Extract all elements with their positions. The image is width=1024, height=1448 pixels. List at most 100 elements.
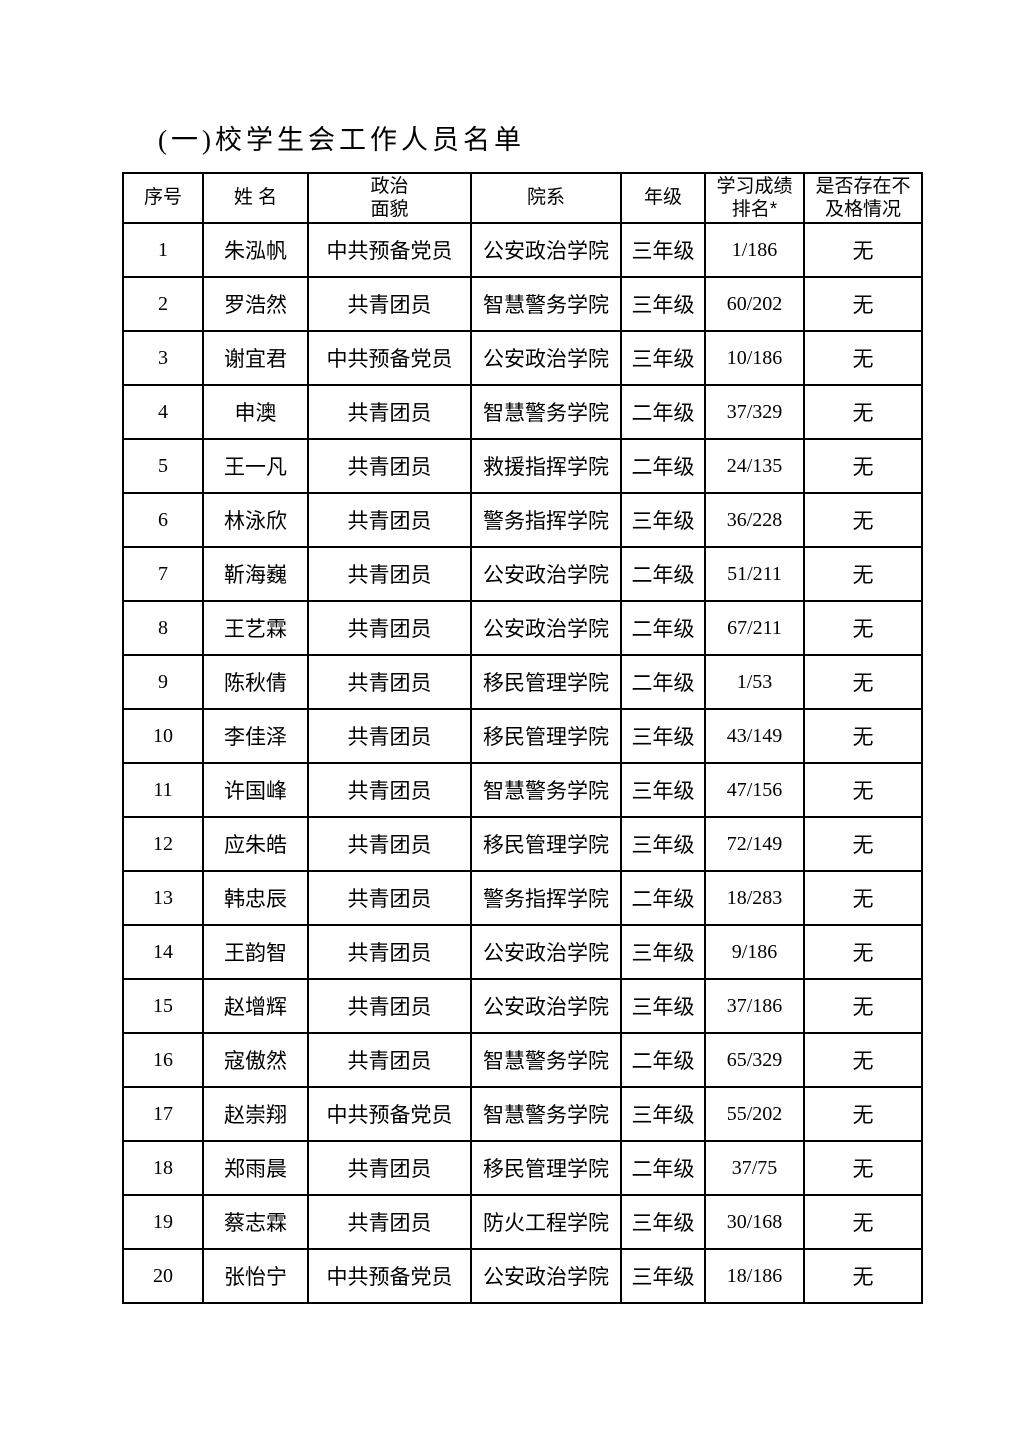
cell-index: 1 xyxy=(122,222,204,278)
cell-index: 3 xyxy=(122,330,204,386)
cell-failing: 无 xyxy=(803,816,923,872)
col-header-grade: 年级 xyxy=(620,172,706,224)
staff-table: 序号 姓 名 政治 面貌 院系 年级 学习成绩 排名* 是否存在不 及格情况 1… xyxy=(122,172,923,1304)
cell-political-status: 共青团员 xyxy=(307,600,472,656)
cell-failing: 无 xyxy=(803,870,923,926)
table-row: 2 罗浩然 共青团员 智慧警务学院 三年级 60/202 无 xyxy=(122,276,923,332)
cell-name: 赵崇翔 xyxy=(202,1086,309,1142)
table-row: 13 韩忠辰 共青团员 警务指挥学院 二年级 18/283 无 xyxy=(122,870,923,926)
cell-index: 2 xyxy=(122,276,204,332)
cell-grade: 三年级 xyxy=(620,978,706,1034)
cell-index: 4 xyxy=(122,384,204,440)
cell-grade: 三年级 xyxy=(620,276,706,332)
section-title: (一)校学生会工作人员名单 xyxy=(158,125,525,155)
cell-rank: 24/135 xyxy=(704,438,805,494)
cell-political-status: 共青团员 xyxy=(307,870,472,926)
table-row: 6 林泳欣 共青团员 警务指挥学院 三年级 36/228 无 xyxy=(122,492,923,548)
cell-index: 6 xyxy=(122,492,204,548)
cell-department: 公安政治学院 xyxy=(470,330,622,386)
table-row: 8 王艺霖 共青团员 公安政治学院 二年级 67/211 无 xyxy=(122,600,923,656)
cell-political-status: 共青团员 xyxy=(307,708,472,764)
cell-rank: 60/202 xyxy=(704,276,805,332)
cell-failing: 无 xyxy=(803,600,923,656)
cell-index: 12 xyxy=(122,816,204,872)
cell-name: 朱泓帆 xyxy=(202,222,309,278)
cell-department: 救援指挥学院 xyxy=(470,438,622,494)
cell-grade: 三年级 xyxy=(620,330,706,386)
col-header-name: 姓 名 xyxy=(202,172,309,224)
cell-index: 9 xyxy=(122,654,204,710)
cell-failing: 无 xyxy=(803,1140,923,1196)
cell-rank: 18/283 xyxy=(704,870,805,926)
cell-political-status: 共青团员 xyxy=(307,438,472,494)
cell-rank: 65/329 xyxy=(704,1032,805,1088)
cell-grade: 二年级 xyxy=(620,546,706,602)
cell-political-status: 共青团员 xyxy=(307,1194,472,1250)
cell-index: 19 xyxy=(122,1194,204,1250)
cell-name: 谢宜君 xyxy=(202,330,309,386)
cell-failing: 无 xyxy=(803,1248,923,1304)
cell-grade: 三年级 xyxy=(620,492,706,548)
cell-failing: 无 xyxy=(803,1194,923,1250)
cell-grade: 三年级 xyxy=(620,924,706,980)
cell-name: 蔡志霖 xyxy=(202,1194,309,1250)
table-row: 11 许国峰 共青团员 智慧警务学院 三年级 47/156 无 xyxy=(122,762,923,818)
cell-department: 移民管理学院 xyxy=(470,816,622,872)
cell-rank: 10/186 xyxy=(704,330,805,386)
cell-department: 智慧警务学院 xyxy=(470,384,622,440)
cell-name: 李佳泽 xyxy=(202,708,309,764)
cell-failing: 无 xyxy=(803,546,923,602)
table-row: 19 蔡志霖 共青团员 防火工程学院 三年级 30/168 无 xyxy=(122,1194,923,1250)
cell-failing: 无 xyxy=(803,654,923,710)
table-row: 1 朱泓帆 中共预备党员 公安政治学院 三年级 1/186 无 xyxy=(122,222,923,278)
table-row: 7 靳海巍 共青团员 公安政治学院 二年级 51/211 无 xyxy=(122,546,923,602)
table-row: 3 谢宜君 中共预备党员 公安政治学院 三年级 10/186 无 xyxy=(122,330,923,386)
cell-rank: 1/53 xyxy=(704,654,805,710)
cell-index: 14 xyxy=(122,924,204,980)
cell-name: 韩忠辰 xyxy=(202,870,309,926)
cell-political-status: 共青团员 xyxy=(307,492,472,548)
cell-grade: 二年级 xyxy=(620,600,706,656)
cell-department: 智慧警务学院 xyxy=(470,762,622,818)
cell-failing: 无 xyxy=(803,708,923,764)
cell-failing: 无 xyxy=(803,330,923,386)
col-header-failing: 是否存在不 及格情况 xyxy=(803,172,923,224)
cell-rank: 37/75 xyxy=(704,1140,805,1196)
cell-rank: 30/168 xyxy=(704,1194,805,1250)
cell-grade: 二年级 xyxy=(620,438,706,494)
col-header-department: 院系 xyxy=(470,172,622,224)
cell-rank: 55/202 xyxy=(704,1086,805,1142)
cell-rank: 18/186 xyxy=(704,1248,805,1304)
cell-department: 移民管理学院 xyxy=(470,654,622,710)
cell-name: 罗浩然 xyxy=(202,276,309,332)
cell-political-status: 中共预备党员 xyxy=(307,1086,472,1142)
cell-department: 公安政治学院 xyxy=(470,546,622,602)
cell-index: 11 xyxy=(122,762,204,818)
cell-department: 智慧警务学院 xyxy=(470,1086,622,1142)
cell-index: 7 xyxy=(122,546,204,602)
table-row: 12 应朱皓 共青团员 移民管理学院 三年级 72/149 无 xyxy=(122,816,923,872)
cell-index: 16 xyxy=(122,1032,204,1088)
cell-grade: 二年级 xyxy=(620,1032,706,1088)
cell-rank: 72/149 xyxy=(704,816,805,872)
cell-failing: 无 xyxy=(803,384,923,440)
cell-department: 防火工程学院 xyxy=(470,1194,622,1250)
cell-failing: 无 xyxy=(803,438,923,494)
cell-rank: 51/211 xyxy=(704,546,805,602)
cell-rank: 37/329 xyxy=(704,384,805,440)
cell-grade: 三年级 xyxy=(620,1086,706,1142)
cell-political-status: 共青团员 xyxy=(307,276,472,332)
table-row: 10 李佳泽 共青团员 移民管理学院 三年级 43/149 无 xyxy=(122,708,923,764)
table-row: 14 王韵智 共青团员 公安政治学院 三年级 9/186 无 xyxy=(122,924,923,980)
table-row: 17 赵崇翔 中共预备党员 智慧警务学院 三年级 55/202 无 xyxy=(122,1086,923,1142)
cell-failing: 无 xyxy=(803,762,923,818)
cell-failing: 无 xyxy=(803,1086,923,1142)
cell-name: 林泳欣 xyxy=(202,492,309,548)
table-row: 4 申澳 共青团员 智慧警务学院 二年级 37/329 无 xyxy=(122,384,923,440)
col-header-rank: 学习成绩 排名* xyxy=(704,172,805,224)
header-row: 序号 姓 名 政治 面貌 院系 年级 学习成绩 排名* 是否存在不 及格情况 xyxy=(122,172,923,224)
col-header-index: 序号 xyxy=(122,172,204,224)
cell-department: 移民管理学院 xyxy=(470,1140,622,1196)
cell-failing: 无 xyxy=(803,978,923,1034)
cell-grade: 三年级 xyxy=(620,762,706,818)
